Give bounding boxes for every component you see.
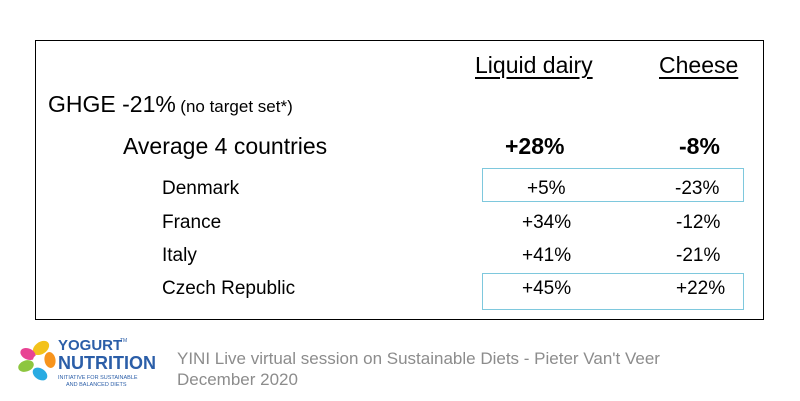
results-table-frame: [35, 40, 764, 320]
yogurt-nutrition-logo: YOGURT TM NUTRITION INITIATIVE FOR SUSTA…: [14, 334, 164, 396]
liquid-dairy-value: +45%: [522, 278, 572, 299]
liquid-dairy-value: +41%: [522, 245, 572, 266]
column-header-cheese: Cheese: [659, 52, 739, 78]
country-label: Denmark: [162, 178, 240, 199]
liquid-dairy-value: +5%: [527, 178, 566, 199]
highlight-box-denmark: [482, 168, 744, 202]
footer-line-2: December 2020: [177, 370, 298, 389]
footer-line-1: YINI Live virtual session on Sustainable…: [177, 349, 660, 368]
cheese-value: -23%: [675, 178, 720, 199]
ghge-main: GHGE -21%: [48, 91, 176, 117]
highlight-box-czech-republic: [482, 273, 744, 310]
average-label: Average 4 countries: [123, 133, 328, 159]
footer-caption: YINI Live virtual session on Sustainable…: [177, 348, 660, 390]
country-label: Italy: [162, 245, 197, 266]
ghge-label: GHGE -21% (no target set*): [48, 91, 293, 118]
average-cheese: -8%: [679, 133, 720, 159]
svg-text:AND BALANCED DIETS: AND BALANCED DIETS: [66, 382, 127, 388]
country-label: France: [162, 212, 222, 233]
country-label: Czech Republic: [162, 278, 296, 299]
cheese-value: -21%: [676, 245, 721, 266]
ghge-note: (no target set*): [180, 97, 293, 116]
flower-icon: YOGURT TM NUTRITION INITIATIVE FOR SUSTA…: [18, 337, 156, 388]
column-header-liquid-dairy: Liquid dairy: [475, 52, 593, 78]
average-liquid-dairy: +28%: [505, 133, 565, 159]
svg-text:INITIATIVE FOR SUSTAINABLE: INITIATIVE FOR SUSTAINABLE: [58, 375, 138, 381]
svg-text:YOGURT: YOGURT: [58, 337, 122, 354]
svg-text:NUTRITION: NUTRITION: [58, 353, 156, 373]
liquid-dairy-value: +34%: [522, 212, 572, 233]
svg-text:TM: TM: [120, 338, 127, 344]
cheese-value: +22%: [676, 278, 726, 299]
cheese-value: -12%: [676, 212, 721, 233]
